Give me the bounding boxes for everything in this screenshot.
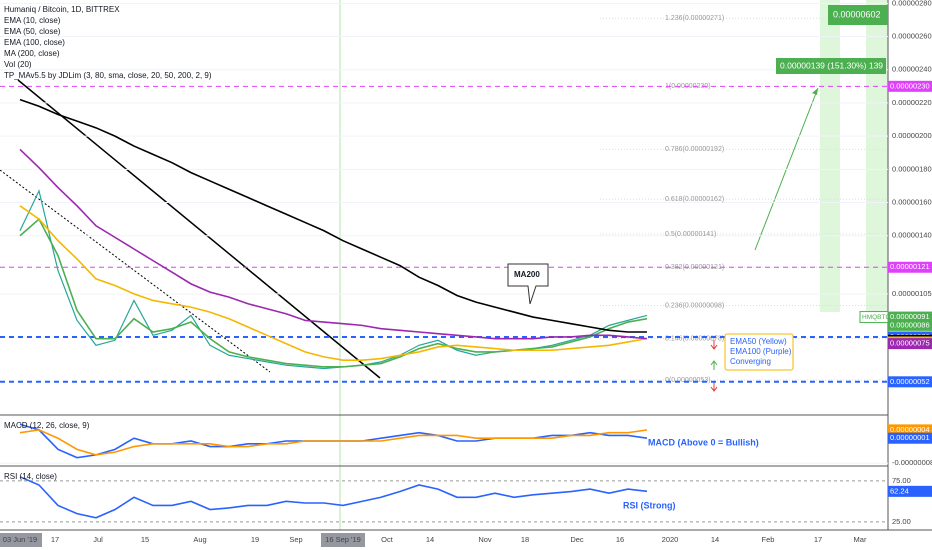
x-tick-label: 17: [814, 535, 822, 544]
pane-annotation: MACD (Above 0 = Bullish): [648, 437, 759, 447]
legend-entry: EMA (10, close): [4, 16, 61, 25]
legend-entry: Vol (20): [4, 60, 32, 69]
callout-label: EMA100 (Purple): [730, 347, 792, 356]
y-tick-label: -0.00000008: [892, 458, 932, 467]
x-tick-label: 14: [426, 535, 434, 544]
price-badge: [888, 261, 932, 273]
callout-label: EMA50 (Yellow): [730, 337, 787, 346]
price-badge-label: 0.00000091: [890, 312, 930, 321]
price-badge: [888, 485, 932, 497]
y-tick-label: 0.00000280: [892, 0, 932, 7]
measure-box: [776, 58, 886, 74]
x-tick-label: Sep: [289, 535, 302, 544]
x-tick-label: 18: [521, 535, 529, 544]
pane-annotation: RSI (Strong): [623, 500, 676, 510]
price-badge-label: 0.00000001: [890, 433, 930, 442]
y-tick-label: 0.00000220: [892, 98, 932, 107]
symbol-tag: HMQBTC: [862, 314, 890, 321]
series-line: [19, 217, 648, 368]
arrow-head: [812, 88, 818, 95]
fib-label: 0.146(0.00000078): [665, 335, 724, 342]
trend-line: [17, 79, 381, 379]
callout-label: Converging: [730, 357, 771, 366]
x-tick-label: Jul: [93, 535, 103, 544]
legend-entry: MA (200, close): [4, 49, 60, 58]
x-tick-label: 15: [141, 535, 149, 544]
x-tick-label: 03 Jun '19: [3, 535, 37, 544]
callout: [507, 263, 549, 305]
fib-label: 0(0.00000053): [665, 377, 711, 384]
price-badge: [888, 376, 932, 388]
date-highlight: [321, 533, 365, 547]
x-tick-label: 14: [711, 535, 719, 544]
target-label: 0.00000602: [833, 9, 881, 19]
x-tick-label: Oct: [381, 535, 394, 544]
price-badge-label: 0.00000086: [890, 320, 930, 329]
price-badge: [888, 319, 932, 331]
target-zone: [820, 0, 840, 312]
symbol-badge: [859, 311, 889, 324]
series-line: [19, 205, 648, 362]
down-arrow: [710, 382, 718, 392]
y-tick-label: 0.00000240: [892, 65, 932, 74]
fib-label: 0.5(0.00000141): [665, 231, 716, 238]
y-tick-label: 75.00: [892, 476, 911, 485]
legend-entry: TP_MAv5.5 by JDLim (3, 80, sma, close, 2…: [4, 71, 212, 80]
trend-line: [0, 169, 271, 373]
target-box: [828, 5, 888, 25]
legend-entry: EMA (100, close): [4, 38, 65, 47]
price-badge: [888, 338, 932, 350]
target-zone: [866, 0, 888, 312]
down-arrow: [710, 340, 718, 350]
fib-label: 0.618(0.00000162): [665, 196, 724, 203]
y-tick-label: 25.00: [892, 517, 911, 526]
x-tick-label: 2020: [662, 535, 679, 544]
legend-entry: EMA (50, close): [4, 27, 61, 36]
price-badge-label: 62.24: [890, 486, 909, 495]
date-highlight: [0, 533, 42, 547]
y-tick-label: 0.00000260: [892, 32, 932, 41]
fib-label: 0.236(0.00000098): [665, 302, 724, 309]
price-badge-label: 0.00000121: [890, 262, 930, 271]
y-tick-label: 0.00000160: [892, 198, 932, 207]
series-line: [19, 429, 648, 456]
callout-label: MA200: [514, 270, 540, 279]
x-tick-label: 19: [251, 535, 259, 544]
price-badge: [888, 424, 932, 436]
fib-label: 0.786(0.00000192): [665, 146, 724, 153]
series-line: [19, 148, 648, 340]
x-tick-label: Aug: [193, 535, 206, 544]
price-badge-label: 0.00000230: [890, 81, 930, 90]
x-tick-label: 17: [51, 535, 59, 544]
callout: [724, 333, 794, 371]
fib-label: 1.236(0.00000271): [665, 15, 724, 22]
pane-title: Humaniq / Bitcoin, 1D, BITTREX: [4, 5, 120, 14]
price-badge: [888, 80, 932, 92]
y-tick-label: 0.00000200: [892, 131, 932, 140]
price-badge: [888, 432, 932, 444]
price-badge-label: 0.00000052: [890, 377, 930, 386]
price-badge: [888, 311, 932, 323]
series-line: [19, 476, 648, 519]
up-arrow: [710, 360, 718, 370]
x-tick-label: Nov: [478, 535, 492, 544]
x-tick-label: Dec: [570, 535, 584, 544]
measure-label: 0.00000139 (151.30%) 139: [780, 60, 883, 70]
price-badge-label: 0.00000075: [890, 339, 930, 348]
x-tick-label: Mar: [854, 535, 867, 544]
y-tick-label: 0.00000105: [892, 289, 932, 298]
y-tick-label: 0.00000140: [892, 231, 932, 240]
series-line: [19, 98, 647, 333]
x-tick-label: Feb: [762, 535, 775, 544]
pane-title: RSI (14, close): [4, 472, 57, 481]
x-tick-label: 16: [616, 535, 624, 544]
series-line: [19, 189, 648, 370]
y-tick-label: 0.00000180: [892, 164, 932, 173]
x-tick-label: 16 Sep '19: [325, 535, 361, 544]
price-badge-label: 0.00000004: [890, 425, 930, 434]
pane-title: MACD (12, 26, close, 9): [4, 421, 90, 430]
